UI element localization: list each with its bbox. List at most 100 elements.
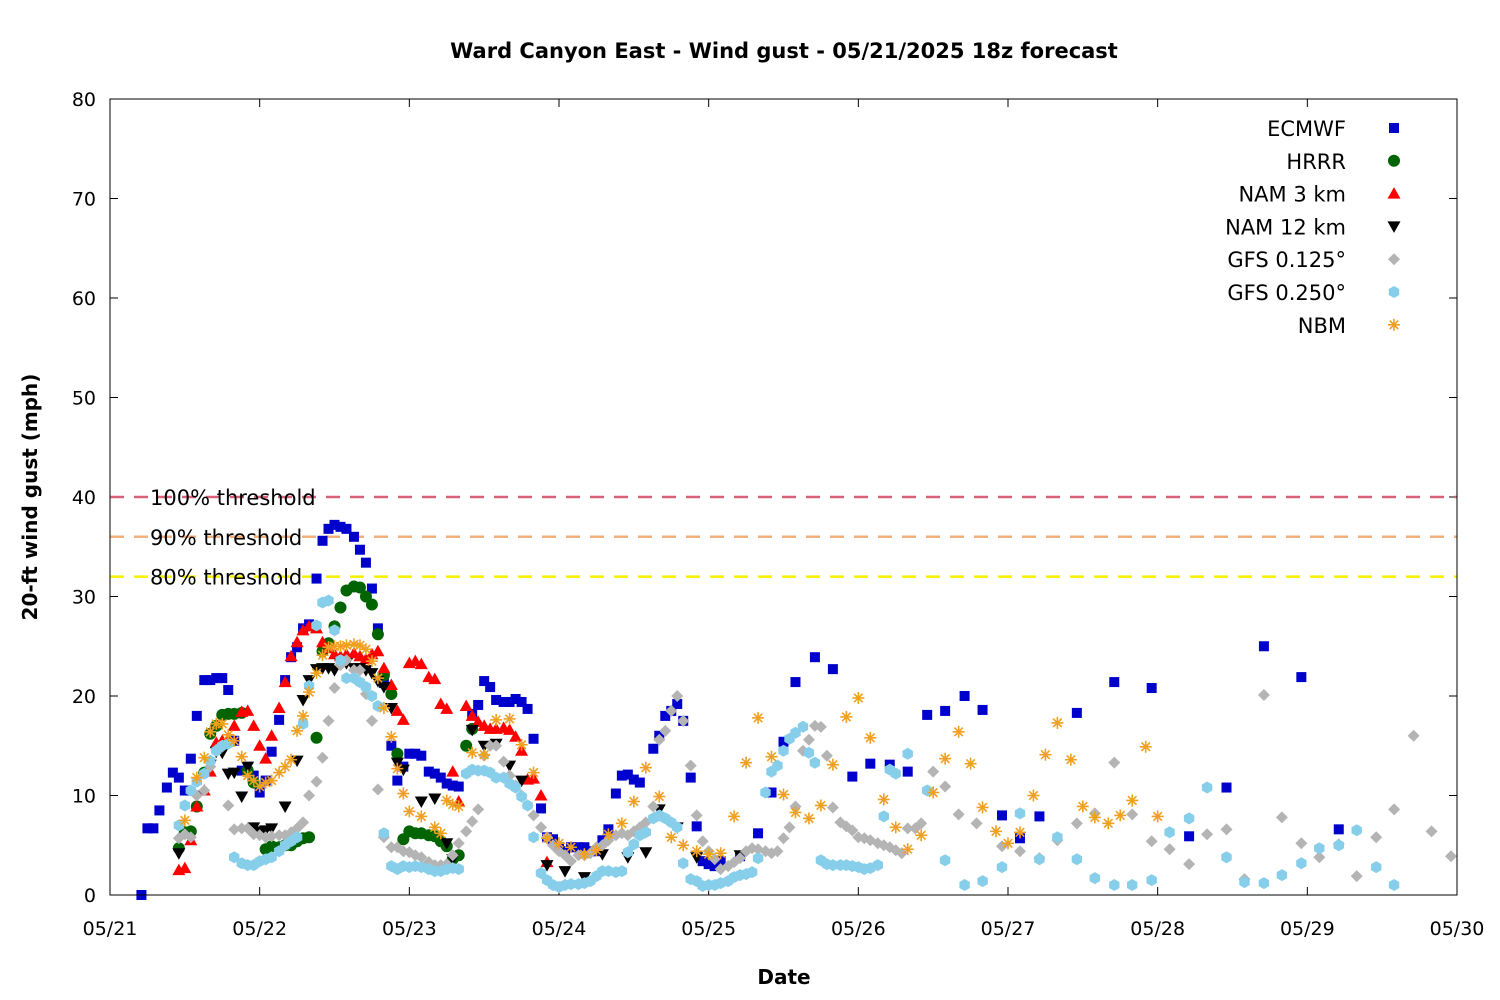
threshold-label: 100% threshold: [150, 486, 316, 510]
data-point-gfs-0-125: [820, 749, 833, 762]
data-point-nbm: [578, 848, 591, 861]
data-point-nam-3-km: [414, 657, 428, 670]
data-point-nbm: [1076, 800, 1089, 813]
data-point-hrrr: [303, 831, 316, 844]
data-point-gfs-0-250: [510, 781, 521, 794]
data-point-ecmwf: [199, 675, 210, 686]
x-axis-label: Date: [757, 965, 810, 989]
data-point-nbm: [190, 771, 203, 784]
data-point-nbm: [702, 848, 715, 861]
data-point-nbm: [1126, 794, 1139, 807]
x-tick-label: 05/23: [382, 918, 437, 940]
data-point-nbm: [1013, 826, 1026, 839]
chart-title: Ward Canyon East - Wind gust - 05/21/202…: [450, 39, 1118, 63]
data-point-gfs-0-250: [522, 799, 533, 812]
data-point-nbm: [297, 709, 310, 722]
y-tick-label: 40: [72, 487, 96, 509]
data-point-nam-3-km: [446, 765, 460, 777]
data-point-ecmwf: [616, 770, 627, 781]
data-point-nbm: [690, 845, 703, 858]
data-point-ecmwf: [354, 544, 365, 555]
data-point-nbm: [303, 686, 316, 699]
data-point-ecmwf: [703, 859, 714, 870]
data-point-gfs-0-250: [803, 746, 815, 759]
data-point-gfs-0-125: [677, 714, 690, 727]
data-point-gfs-0-125: [783, 821, 796, 834]
data-point-nam-3-km: [259, 752, 273, 764]
data-point-hrrr: [310, 731, 323, 744]
data-point-ecmwf: [161, 782, 172, 793]
legend-marker: [1387, 187, 1401, 199]
data-point-nam-12-km: [414, 796, 428, 808]
data-point-gfs-0-250: [1258, 877, 1270, 890]
data-point-gfs-0-125: [328, 682, 341, 695]
legend-marker: [1388, 154, 1400, 167]
data-point-gfs-0-250: [616, 865, 628, 878]
data-point-gfs-0-250: [528, 831, 539, 844]
data-point-ecmwf: [205, 675, 216, 686]
data-point-ecmwf: [753, 828, 764, 839]
data-point-gfs-0-250: [809, 756, 821, 769]
data-point-nbm: [359, 643, 372, 656]
data-point-nbm: [1027, 789, 1040, 802]
data-point-nbm: [877, 793, 890, 806]
data-point-gfs-0-125: [460, 825, 473, 838]
data-point-nbm: [976, 801, 989, 814]
data-point-nam-3-km: [384, 678, 398, 691]
y-axis-label: 20-ft wind gust (mph): [18, 374, 42, 621]
data-point-gfs-0-125: [303, 789, 316, 802]
data-point-ecmwf: [940, 705, 951, 716]
data-point-gfs-0-250: [1239, 876, 1250, 889]
data-point-ecmwf: [185, 753, 196, 764]
data-point-nbm: [434, 827, 447, 840]
data-point-gfs-0-250: [1314, 842, 1325, 855]
data-point-gfs-0-250: [1089, 872, 1100, 885]
data-point-nbm: [527, 766, 540, 779]
data-point-nam-12-km: [365, 668, 379, 680]
x-tick-label: 05/25: [681, 918, 736, 940]
data-point-gfs-0-125: [228, 823, 241, 836]
data-point-nbm: [515, 738, 528, 751]
data-point-ecmwf: [266, 746, 277, 757]
data-point-hrrr: [353, 581, 366, 594]
data-point-gfs-0-125: [671, 690, 684, 702]
data-point-gfs-0-125: [1445, 850, 1458, 863]
data-point-gfs-0-125: [659, 724, 672, 737]
data-point-gfs-0-125: [734, 852, 747, 865]
data-point-ecmwf: [329, 519, 340, 530]
data-point-ecmwf: [191, 710, 202, 721]
data-point-nbm: [1064, 753, 1077, 766]
data-point-ecmwf: [691, 821, 702, 832]
data-point-hrrr: [385, 688, 398, 701]
data-point-gfs-0-250: [1014, 807, 1026, 820]
data-point-gfs-0-250: [939, 854, 951, 867]
data-point-gfs-0-125: [1407, 729, 1420, 742]
data-point-hrrr: [365, 598, 378, 611]
data-point-nbm: [316, 649, 329, 662]
data-point-nbm: [789, 806, 802, 819]
data-point-nbm: [440, 794, 453, 807]
data-point-nam-3-km: [440, 702, 454, 714]
data-point-gfs-0-125: [184, 831, 197, 844]
data-point-nbm: [415, 810, 428, 823]
data-point-ecmwf: [516, 696, 527, 707]
data-point-gfs-0-250: [360, 681, 372, 693]
data-point-nbm: [740, 756, 753, 769]
data-point-gfs-0-250: [752, 852, 764, 865]
data-point-ecmwf: [366, 583, 377, 594]
data-point-nbm: [939, 752, 952, 765]
data-point-gfs-0-125: [952, 808, 965, 821]
data-point-gfs-0-125: [265, 830, 278, 843]
data-point-ecmwf: [341, 523, 352, 534]
data-point-nam-3-km: [465, 709, 479, 721]
data-point-nbm: [602, 828, 615, 841]
data-point-gfs-0-250: [378, 827, 390, 840]
data-point-ecmwf: [977, 704, 988, 715]
data-point-ecmwf: [348, 531, 359, 542]
data-point-ecmwf: [491, 694, 502, 705]
data-point-gfs-0-250: [922, 784, 933, 797]
data-point-nam-3-km: [265, 729, 279, 741]
data-point-nam-3-km: [296, 623, 310, 636]
legend: ECMWF HRRR NAM 3 km NAM 12 km GFS 0.125° GFS …: [1225, 117, 1401, 338]
legend-marker: [1388, 253, 1400, 266]
